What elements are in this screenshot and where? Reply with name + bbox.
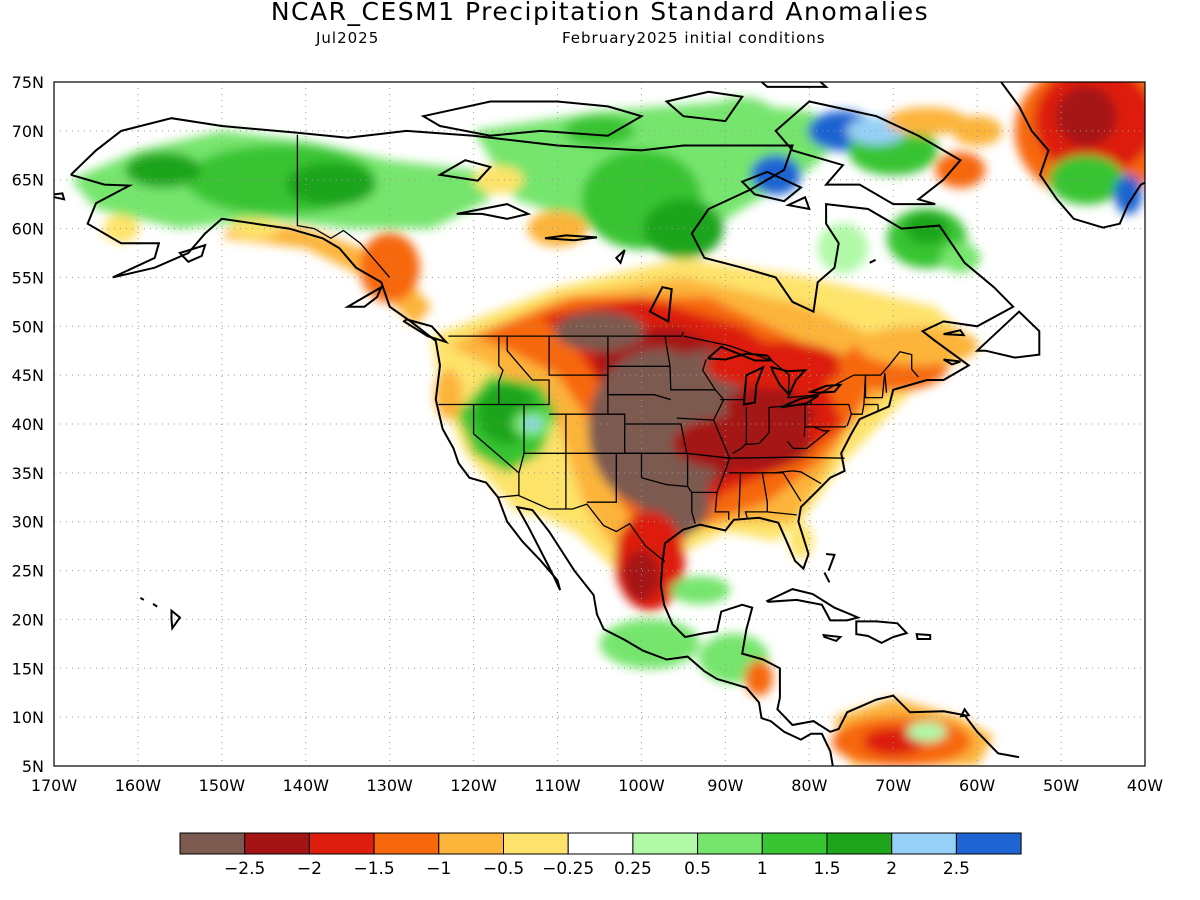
newfoundland <box>974 310 1041 359</box>
legend-label: −1.5 <box>353 859 394 879</box>
legend-swatch <box>826 832 893 855</box>
legend-swatch <box>697 832 763 855</box>
coast-mainland-west <box>70 173 834 766</box>
lat-label: 25N <box>12 562 44 581</box>
legend-swatch <box>632 832 699 855</box>
lat-label: 10N <box>12 708 44 727</box>
lat-label: 45N <box>12 366 44 385</box>
baffin-island <box>774 100 962 206</box>
lat-label: 55N <box>12 268 44 287</box>
border-canada-us-east <box>683 335 919 399</box>
hawaii <box>170 608 182 631</box>
victoria-island <box>420 100 645 137</box>
lat-label: 50N <box>12 317 44 336</box>
lon-label: 100W <box>618 776 665 795</box>
lon-label: 120W <box>450 776 497 795</box>
legend-label: 0.25 <box>614 859 652 879</box>
lat-label: 75N <box>12 73 44 92</box>
coastlines <box>54 82 1145 766</box>
legend-label: −0.25 <box>542 859 594 879</box>
legend-label: 1 <box>757 859 768 879</box>
lon-label: 110W <box>534 776 581 795</box>
legend-label: 2.5 <box>943 859 970 879</box>
lat-label: 35N <box>12 464 44 483</box>
legend-label: −2.5 <box>224 859 265 879</box>
map-title: NCAR_CESM1 Precipitation Standard Anomal… <box>270 0 930 26</box>
coast-greenland <box>999 82 1145 229</box>
great-slave-lake <box>456 203 532 220</box>
lat-label: 5N <box>22 757 44 776</box>
legend-swatch <box>244 832 310 855</box>
legend-swatch <box>503 832 569 855</box>
great-bear-lake <box>437 159 493 182</box>
legend-swatch <box>891 832 957 855</box>
colorbar-legend: −2.5 −2 −1.5 −1 −0.5 −0.25 0.25 0.5 1 1.5 2 2.5 <box>179 832 1022 879</box>
lon-label: 140W <box>283 776 330 795</box>
lat-label: 15N <box>12 659 44 678</box>
lon-label: 40W <box>1127 776 1163 795</box>
legend-swatch <box>179 832 246 855</box>
legend-label: −1 <box>426 859 451 879</box>
lon-label: 130W <box>367 776 414 795</box>
lat-label: 20N <box>12 610 44 629</box>
legend-label: 1.5 <box>813 859 840 879</box>
legend-swatch <box>373 832 440 855</box>
legend-label: 2 <box>886 859 897 879</box>
legend-label: 0.5 <box>684 859 711 879</box>
border-canada-us-west <box>448 331 684 337</box>
legend-swatch <box>567 832 634 855</box>
border-us-mexico <box>497 494 666 563</box>
lake-michigan <box>742 365 765 406</box>
border-alaska-canada <box>296 134 391 278</box>
legend-label: −0.5 <box>483 859 524 879</box>
forecast-month: Jul2025 <box>316 29 380 47</box>
legend-swatch <box>955 832 1022 855</box>
legend-swatch <box>761 832 828 855</box>
lat-label: 60N <box>12 220 44 239</box>
lon-label: 50W <box>1043 776 1079 795</box>
lake-winnipeg <box>648 286 673 323</box>
lat-label: 40N <box>12 415 44 434</box>
lon-label: 170W <box>31 776 78 795</box>
lon-label: 70W <box>875 776 911 795</box>
cuba <box>765 588 862 622</box>
hispaniola <box>855 620 909 645</box>
lon-label: 150W <box>199 776 246 795</box>
lake-huron <box>769 365 808 397</box>
longitude-labels: 170W 160W 150W 140W 130W 120W 110W 100W 90W 80W 70… <box>31 776 1163 795</box>
map-frame <box>53 81 1146 767</box>
lon-label: 60W <box>959 776 995 795</box>
latitude-labels: 75N 70N 65N 60N 55N 50N 45N 40N 35N 30N 25N 20N 15N 1… <box>12 73 44 776</box>
southampton-island <box>740 170 803 203</box>
lake-superior <box>707 345 774 362</box>
lon-label: 90W <box>707 776 743 795</box>
initial-conditions: February2025 initial conditions <box>562 29 826 47</box>
legend-swatch <box>308 832 375 855</box>
legend-swatch <box>438 832 504 855</box>
lon-label: 80W <box>791 776 827 795</box>
legend-label: −2 <box>297 859 322 879</box>
lat-label: 30N <box>12 513 44 532</box>
puerto-rico <box>915 633 932 640</box>
lat-label: 65N <box>12 171 44 190</box>
lon-label: 160W <box>115 776 162 795</box>
lat-label: 70N <box>12 122 44 141</box>
vancouver-island <box>402 318 450 344</box>
jamaica <box>822 633 843 643</box>
lake-ontario <box>807 383 843 394</box>
